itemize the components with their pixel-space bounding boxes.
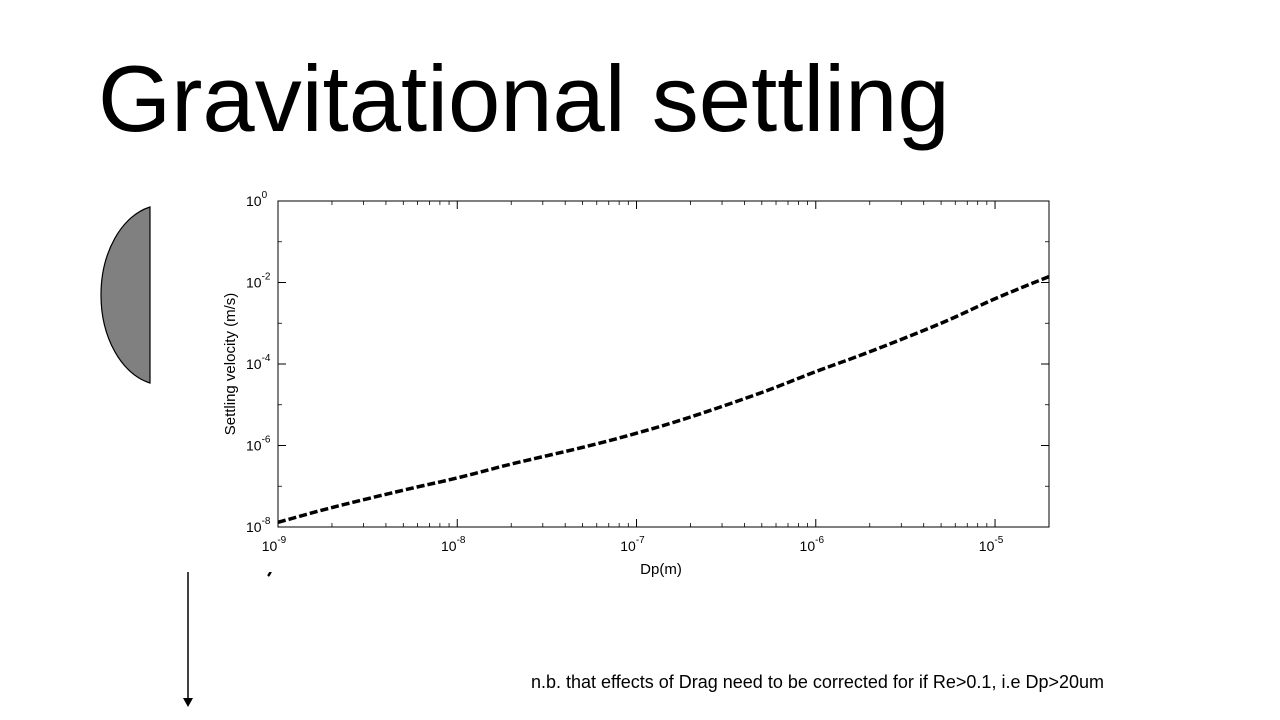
y-tick-label: 10-2 xyxy=(246,272,271,291)
y-tick-label: 100 xyxy=(246,190,268,209)
minor-ticks xyxy=(278,201,1049,527)
y-axis-label: Settling velocity (m/s) xyxy=(222,293,239,436)
chart-background xyxy=(212,182,1062,572)
x-tick-label: 10-7 xyxy=(620,535,645,554)
particle-half-circle xyxy=(100,206,151,384)
y-tick-label: 10-8 xyxy=(246,516,271,535)
x-tick-labels: 10-9 10-8 10-7 10-6 10-5 xyxy=(262,535,1004,554)
y-tick-labels: 10-8 10-6 10-4 10-2 100 xyxy=(246,190,271,535)
x-axis-label: Dp(m) xyxy=(640,561,682,578)
slide-title: Gravitational settling xyxy=(98,46,950,151)
series-line xyxy=(277,274,1050,525)
y-tick-label: 10-4 xyxy=(246,353,271,372)
x-tick-label: 10-6 xyxy=(800,535,825,554)
footnote-text: n.b. that effects of Drag need to be cor… xyxy=(531,672,1105,692)
major-ticks xyxy=(277,200,1049,528)
y-tick-label: 10-6 xyxy=(246,435,271,454)
gravity-arrow-head xyxy=(183,698,193,707)
x-tick-label: 10-8 xyxy=(441,535,466,554)
x-tick-label: 10-5 xyxy=(979,535,1004,554)
x-tick-label: 10-9 xyxy=(262,535,287,554)
